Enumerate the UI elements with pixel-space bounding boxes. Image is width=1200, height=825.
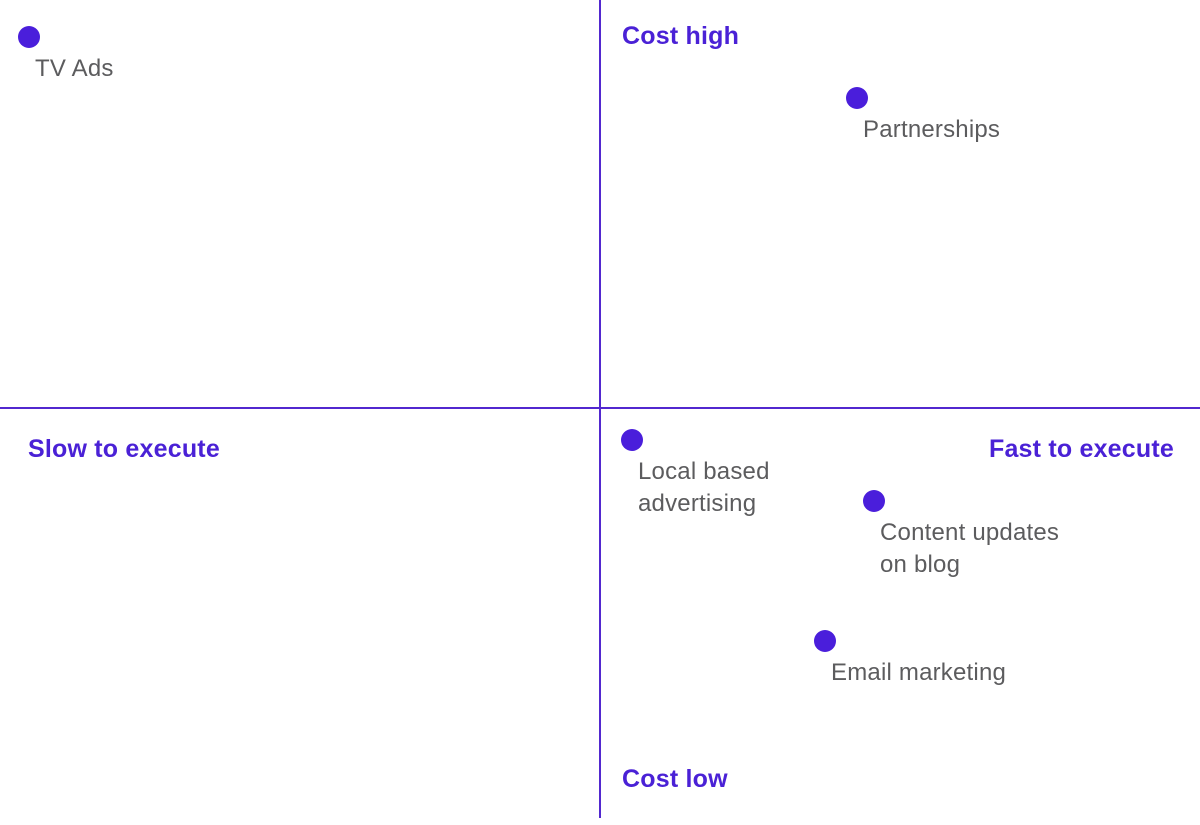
vertical-axis-line	[599, 0, 601, 818]
item-label-line: advertising	[638, 490, 757, 517]
item-dot[interactable]	[814, 630, 836, 652]
item-label[interactable]: Email marketing	[831, 657, 1006, 689]
item-label-line: Content updates	[880, 519, 1060, 546]
item-label[interactable]: Content updates on blog	[880, 517, 1059, 581]
item-dot[interactable]	[18, 26, 40, 48]
axis-label-cost-high: Cost high	[622, 22, 740, 50]
item-label-line: TV Ads	[35, 55, 114, 82]
item-label[interactable]: Local based advertising	[638, 456, 770, 520]
axis-label-cost-low: Cost low	[622, 765, 728, 793]
item-dot[interactable]	[863, 490, 885, 512]
item-label-line: Local based	[638, 458, 770, 485]
item-label-line: on blog	[880, 551, 961, 578]
item-label[interactable]: TV Ads	[35, 53, 114, 85]
axis-label-slow-to-execute: Slow to execute	[28, 435, 220, 463]
axis-label-fast-to-execute: Fast to execute	[988, 435, 1174, 463]
item-dot[interactable]	[621, 429, 643, 451]
item-label[interactable]: Partnerships	[863, 114, 1000, 146]
item-dot[interactable]	[846, 87, 868, 109]
item-label-line: Partnerships	[863, 116, 1001, 143]
item-label-line: Email marketing	[831, 659, 1007, 686]
horizontal-axis-line	[0, 407, 1200, 409]
